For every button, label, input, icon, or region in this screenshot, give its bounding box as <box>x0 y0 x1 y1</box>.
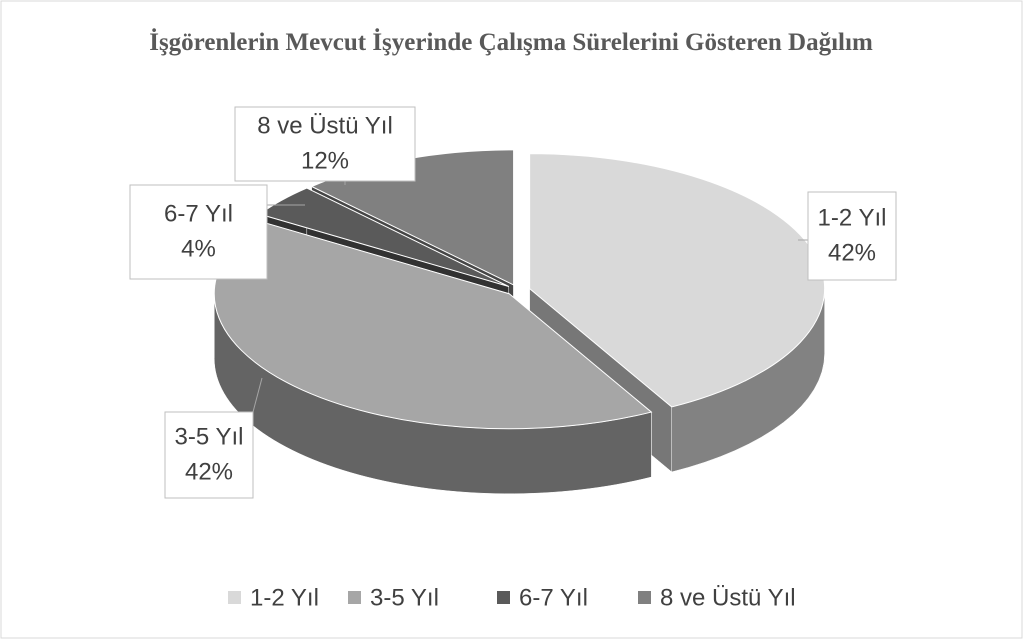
legend-label: 1-2 Yıl <box>250 584 319 611</box>
chart-title: İşgörenlerin Mevcut İşyerinde Çalışma Sü… <box>149 29 873 56</box>
legend-marker <box>638 591 651 604</box>
label-box <box>807 191 897 281</box>
data-label: 4% <box>181 235 216 262</box>
legend-marker <box>348 591 361 604</box>
data-label-name: 6-7 Yıl <box>164 200 233 227</box>
label-box <box>164 411 254 499</box>
legend-label: 8 ve Üstü Yıl <box>660 584 796 611</box>
data-label: 42% <box>828 239 876 266</box>
label-box <box>129 184 268 280</box>
data-label-name: 3-5 Yıl <box>175 423 244 450</box>
pie-slice <box>213 220 653 494</box>
label-box <box>234 106 416 182</box>
data-label: 12% <box>301 147 349 174</box>
leader-line <box>252 377 263 413</box>
data-label-name: 8 ve Üstü Yıl <box>257 112 393 139</box>
legend-marker <box>497 591 510 604</box>
legend-label: 3-5 Yıl <box>370 584 439 611</box>
legend-marker <box>228 591 241 604</box>
data-label-name: 1-2 Yıl <box>818 204 887 231</box>
data-label: 42% <box>185 458 233 485</box>
legend-label: 6-7 Yıl <box>519 584 588 611</box>
